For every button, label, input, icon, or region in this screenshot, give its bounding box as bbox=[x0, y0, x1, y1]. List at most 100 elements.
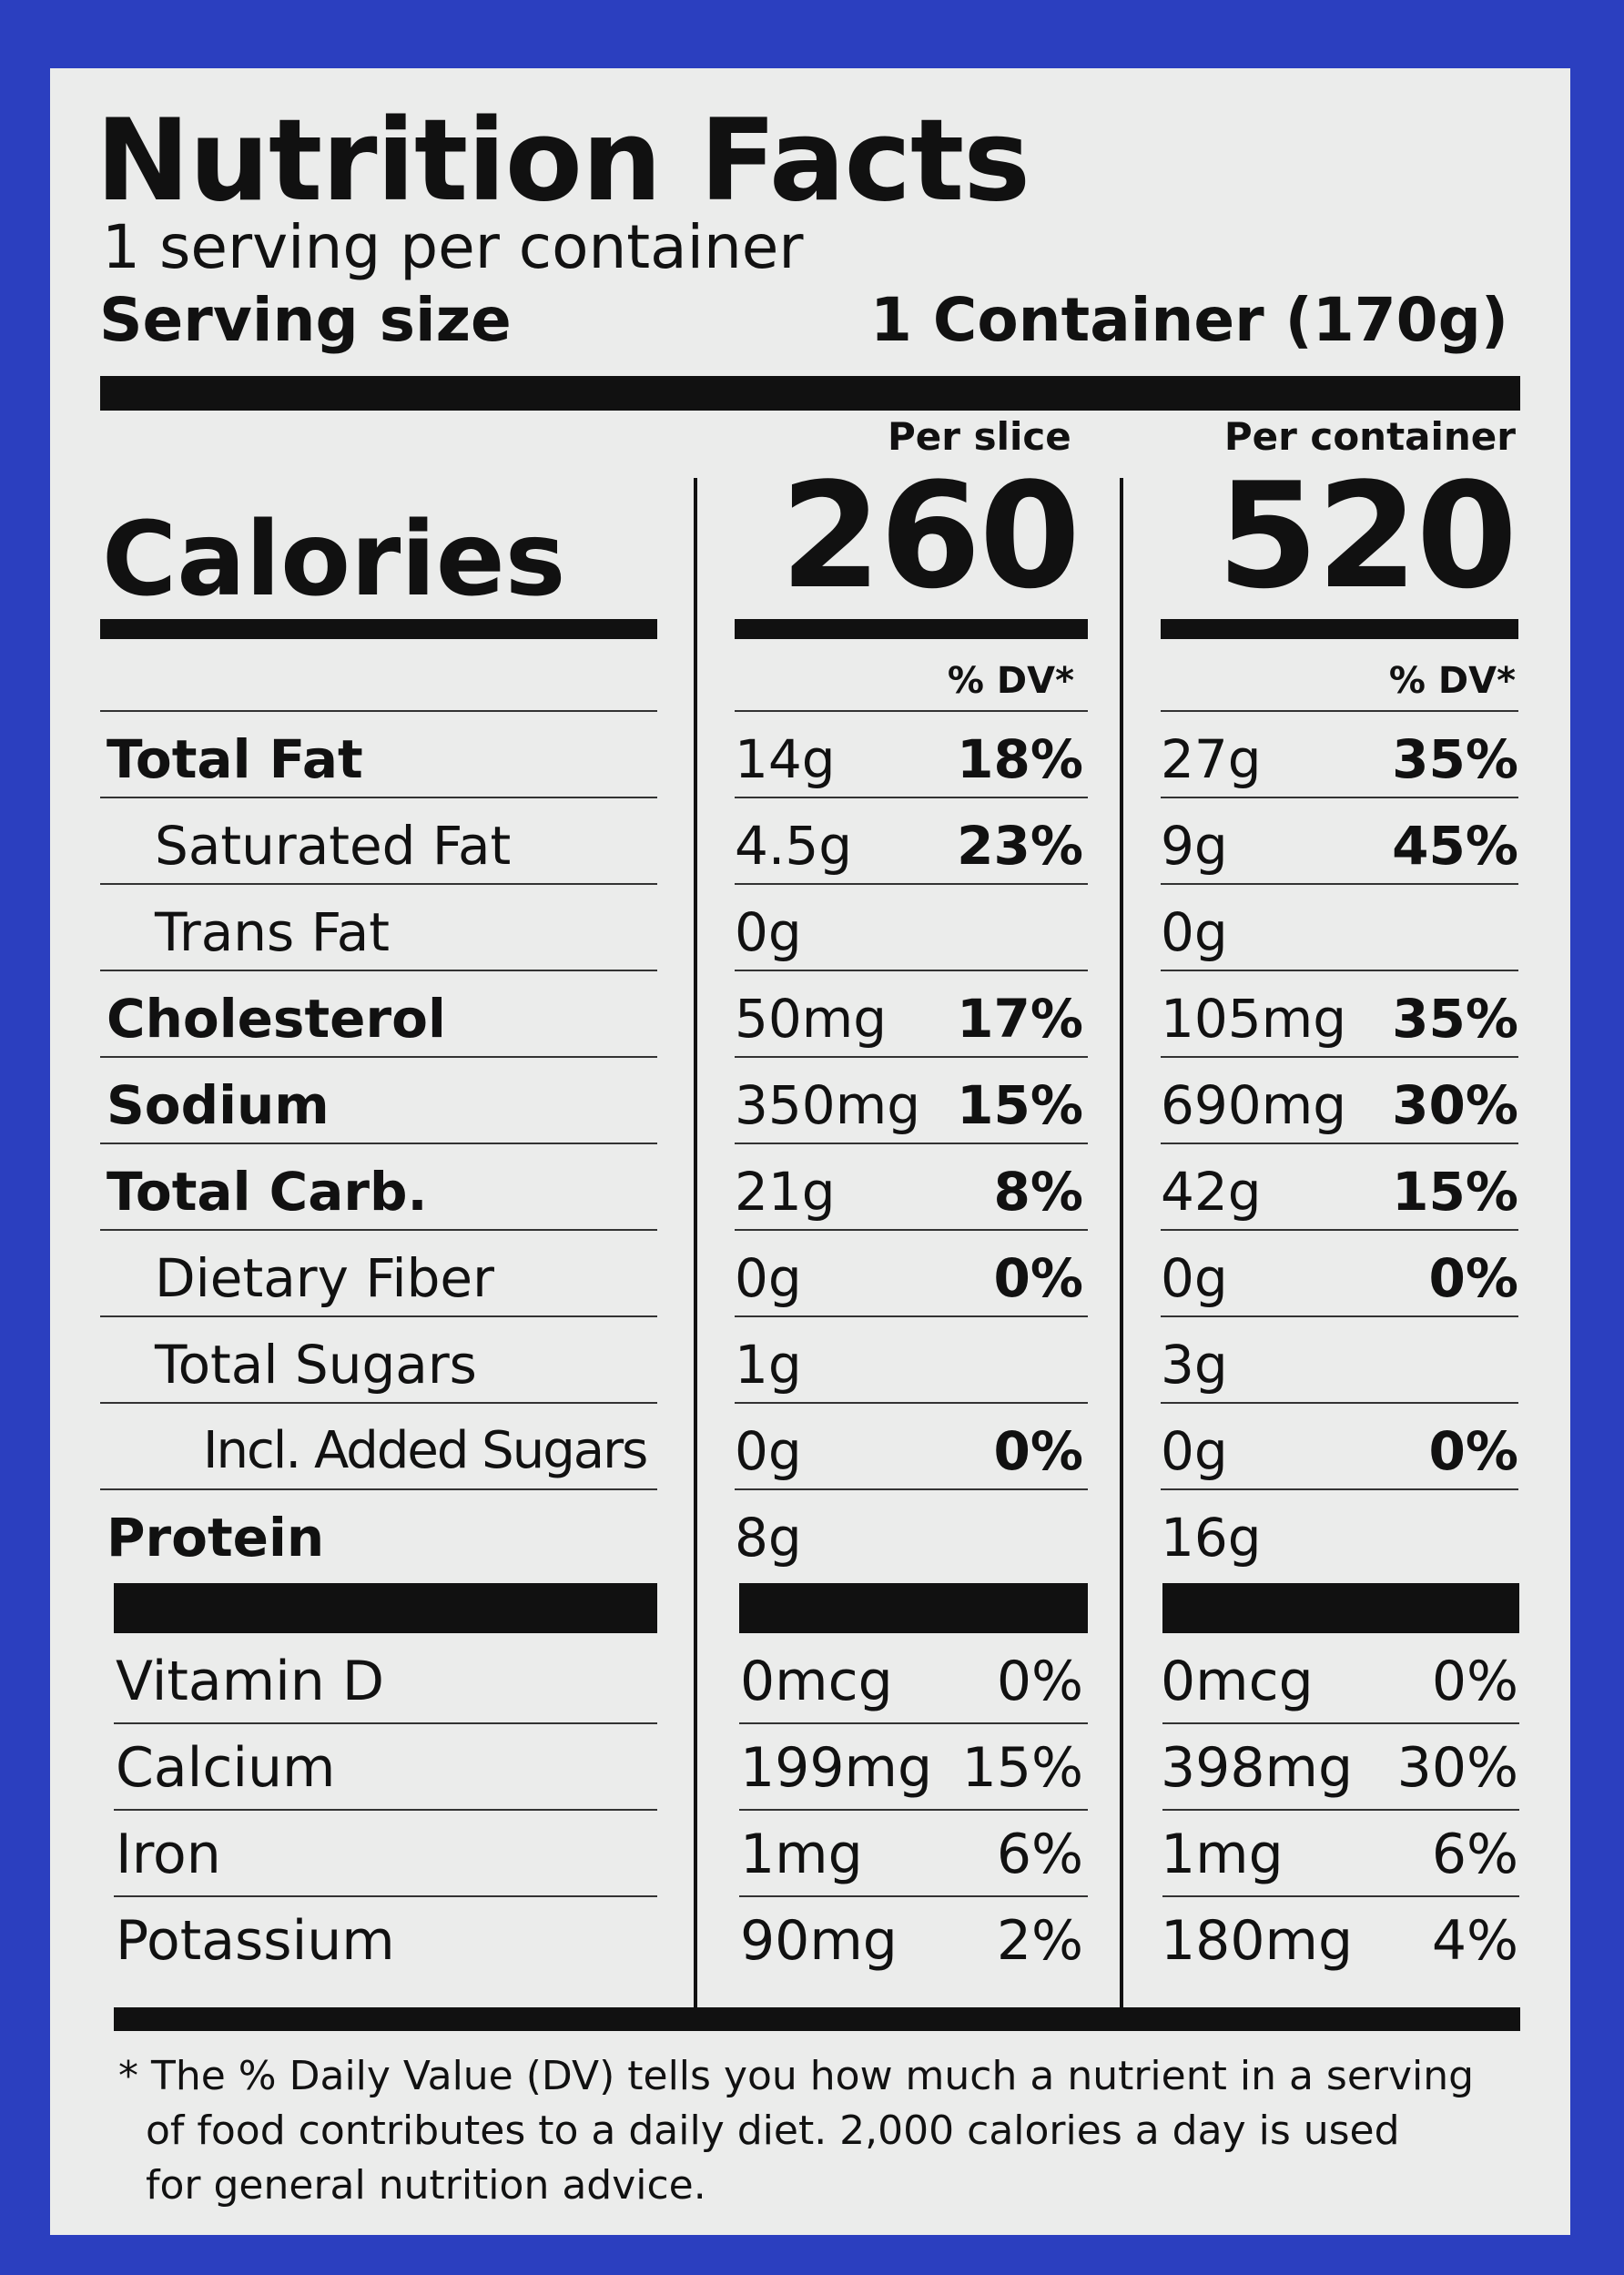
rule bbox=[1162, 1809, 1519, 1811]
rule bbox=[1161, 1402, 1518, 1404]
slice-dv: 15% bbox=[957, 1074, 1083, 1136]
slice-amount: 199mg bbox=[740, 1736, 933, 1800]
container-amount: 3g bbox=[1161, 1334, 1228, 1396]
footnote-line-1: * The % Daily Value (DV) tells you how m… bbox=[118, 2053, 1475, 2099]
rule bbox=[100, 883, 657, 885]
container-amount: 16g bbox=[1161, 1507, 1262, 1569]
slice-dv: 15% bbox=[961, 1736, 1083, 1800]
slice-dv: 23% bbox=[957, 815, 1083, 877]
calories-rule-slice bbox=[735, 619, 1088, 639]
serving-size-value: 1 Container (170g) bbox=[870, 285, 1508, 355]
container-amount: 1mg bbox=[1161, 1823, 1284, 1886]
slice-dv: 0% bbox=[996, 1650, 1083, 1713]
rule bbox=[735, 1488, 1088, 1490]
serving-size-label: Serving size bbox=[99, 285, 512, 355]
rule bbox=[1161, 1143, 1518, 1144]
slice-amount: 0g bbox=[735, 1420, 802, 1482]
calories-rule-label bbox=[100, 619, 657, 639]
rule bbox=[1161, 970, 1518, 971]
vitamin-label-iron: Iron bbox=[116, 1823, 221, 1886]
rule bbox=[735, 970, 1088, 971]
container-amount: 0mcg bbox=[1161, 1650, 1314, 1713]
vitamin-label-calcium: Calcium bbox=[116, 1736, 336, 1800]
rule bbox=[739, 1722, 1088, 1724]
rule bbox=[100, 710, 657, 712]
label-title: Nutrition Facts bbox=[96, 96, 1030, 227]
calories-per-slice: 260 bbox=[780, 451, 1081, 621]
container-dv: 0% bbox=[1431, 1650, 1518, 1713]
rule bbox=[1161, 710, 1518, 712]
container-dv: 6% bbox=[1431, 1823, 1518, 1886]
container-amount: 0g bbox=[1161, 1247, 1228, 1309]
rule bbox=[739, 1895, 1088, 1897]
slice-amount: 1mg bbox=[740, 1823, 863, 1886]
rule bbox=[100, 1315, 657, 1317]
slice-dv: 2% bbox=[996, 1909, 1083, 1973]
vitamin-label-d: Vitamin D bbox=[116, 1650, 385, 1713]
container-dv: 0% bbox=[1428, 1247, 1518, 1309]
container-amount: 690mg bbox=[1161, 1074, 1347, 1136]
rule bbox=[1161, 1056, 1518, 1058]
rule bbox=[114, 1722, 657, 1724]
container-amount: 398mg bbox=[1161, 1736, 1354, 1800]
rule bbox=[1162, 1722, 1519, 1724]
nutrient-label-added-sugars: Incl. Added Sugars bbox=[203, 1421, 648, 1480]
rule bbox=[735, 1402, 1088, 1404]
slice-amount: 1g bbox=[735, 1334, 802, 1396]
slice-dv: 18% bbox=[957, 728, 1083, 790]
container-dv: 35% bbox=[1392, 728, 1518, 790]
container-dv: 4% bbox=[1431, 1909, 1518, 1973]
bottom-thick-rule bbox=[114, 2007, 1520, 2031]
rule bbox=[100, 1143, 657, 1144]
rule bbox=[1161, 883, 1518, 885]
nutrient-label-total-fat: Total Fat bbox=[107, 728, 363, 790]
slice-amount: 8g bbox=[735, 1507, 802, 1569]
divider-right bbox=[1120, 478, 1123, 2016]
rule bbox=[100, 797, 657, 798]
slice-dv: 17% bbox=[957, 988, 1083, 1050]
container-dv: 30% bbox=[1392, 1074, 1518, 1136]
rule bbox=[735, 883, 1088, 885]
slice-amount: 0g bbox=[735, 1247, 802, 1309]
nutrient-label-sodium: Sodium bbox=[107, 1074, 330, 1136]
footnote-line-2: of food contributes to a daily diet. 2,0… bbox=[146, 2107, 1400, 2154]
nutrient-label-protein: Protein bbox=[107, 1507, 325, 1569]
rule bbox=[1161, 1229, 1518, 1231]
slice-amount: 0g bbox=[735, 901, 802, 963]
nutrient-label-cholesterol: Cholesterol bbox=[107, 988, 446, 1050]
nutrient-label-trans-fat: Trans Fat bbox=[155, 901, 391, 963]
dv-header-container: % DV* bbox=[1388, 660, 1516, 702]
top-thick-rule bbox=[100, 376, 1520, 411]
slice-dv: 0% bbox=[993, 1247, 1083, 1309]
divider-left bbox=[694, 478, 697, 2016]
rule bbox=[114, 1895, 657, 1897]
vitamin-label-potassium: Potassium bbox=[116, 1909, 395, 1973]
slice-amount: 21g bbox=[735, 1161, 836, 1223]
slice-dv: 6% bbox=[996, 1823, 1083, 1886]
nutrient-label-saturated-fat: Saturated Fat bbox=[155, 815, 512, 877]
calories-rule-container bbox=[1161, 619, 1518, 639]
container-dv: 15% bbox=[1392, 1161, 1518, 1223]
container-amount: 180mg bbox=[1161, 1909, 1354, 1973]
rule bbox=[735, 1315, 1088, 1317]
rule bbox=[1161, 797, 1518, 798]
footnote-line-3: for general nutrition advice. bbox=[146, 2162, 706, 2209]
container-dv: 0% bbox=[1428, 1420, 1518, 1482]
container-amount: 0g bbox=[1161, 901, 1228, 963]
container-dv: 45% bbox=[1392, 815, 1518, 877]
rule bbox=[114, 1809, 657, 1811]
slice-amount: 0mcg bbox=[740, 1650, 893, 1713]
nutrition-label-panel: Nutrition Facts 1 serving per container … bbox=[50, 68, 1570, 2235]
calories-per-container: 520 bbox=[1217, 451, 1517, 621]
slice-amount: 90mg bbox=[740, 1909, 898, 1973]
col-header-per-container: Per container bbox=[1223, 414, 1516, 459]
vitamin-separator-bar bbox=[114, 1583, 657, 1633]
rule bbox=[735, 1143, 1088, 1144]
rule bbox=[100, 1488, 657, 1490]
nutrient-label-total-sugars: Total Sugars bbox=[155, 1334, 477, 1396]
container-amount: 105mg bbox=[1161, 988, 1347, 1050]
container-amount: 27g bbox=[1161, 728, 1262, 790]
rule bbox=[735, 710, 1088, 712]
container-dv: 30% bbox=[1396, 1736, 1518, 1800]
container-amount: 0g bbox=[1161, 1420, 1228, 1482]
